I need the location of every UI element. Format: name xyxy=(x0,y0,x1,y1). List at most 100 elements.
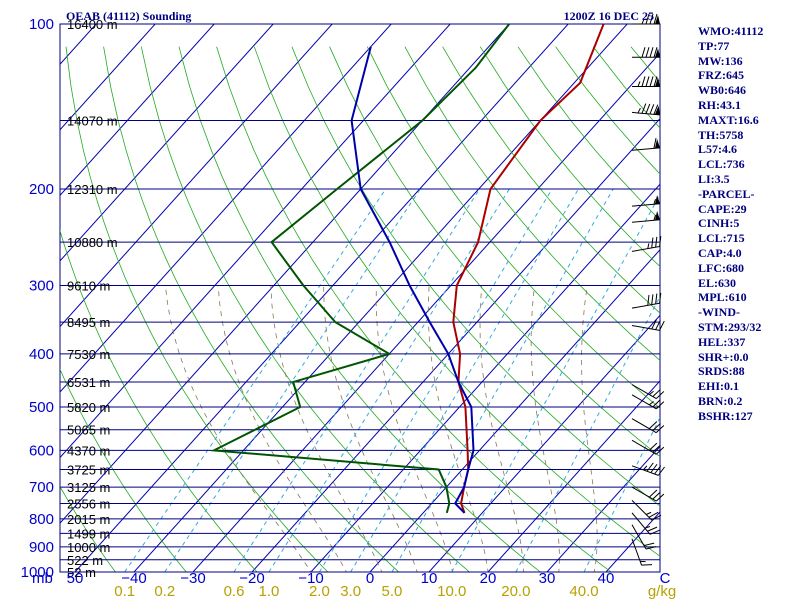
stat-line: SHR+:0.0 xyxy=(698,349,749,364)
dry-adiabat xyxy=(329,46,660,458)
isotherm xyxy=(74,24,569,572)
stat-line: EL:630 xyxy=(698,275,737,290)
stat-line: SRDS:88 xyxy=(698,364,745,379)
moist-adiabat xyxy=(530,285,560,572)
height-label: 5065 m xyxy=(67,423,110,438)
mixing-ratio-line xyxy=(268,188,510,572)
dry-adiabat xyxy=(65,46,329,572)
mixing-ratio-line xyxy=(350,188,579,572)
moist-adiabat xyxy=(164,285,312,572)
dry-adiabat-lines xyxy=(60,46,660,572)
isotherm xyxy=(60,24,215,197)
isotherm xyxy=(60,24,274,262)
wind-barbs xyxy=(631,13,665,566)
stat-line: LI:3.5 xyxy=(698,171,730,186)
stat-line: -WIND- xyxy=(698,305,740,320)
temperature-tick-label: 0 xyxy=(366,570,374,587)
height-label: 9610 m xyxy=(67,278,110,293)
plot-area xyxy=(59,23,661,573)
stat-line: STM:293/32 xyxy=(698,319,762,334)
wind-barb xyxy=(631,194,660,207)
temperature-tick-label: 50 xyxy=(67,570,84,587)
height-label: 3725 m xyxy=(67,462,110,477)
mixing-ratio-label: 3.0 xyxy=(340,583,361,600)
isotherm xyxy=(60,24,392,393)
moist-adiabat xyxy=(217,285,347,572)
stat-line: CINH:5 xyxy=(698,216,740,231)
height-label: 16400 m xyxy=(67,17,118,32)
dry-adiabat xyxy=(140,46,471,572)
height-label: 6531 m xyxy=(67,375,110,390)
pressure-tick-label: 200 xyxy=(29,181,54,198)
mixing-ratio-label: g/kg xyxy=(648,583,676,600)
stat-line: LCL:736 xyxy=(698,157,745,172)
stat-line: -PARCEL- xyxy=(698,186,755,201)
height-label: 2015 m xyxy=(67,512,110,527)
temperature-tick-label: 30 xyxy=(539,570,556,587)
wind-barb xyxy=(631,319,665,331)
wind-barb xyxy=(631,210,660,223)
height-label: 12310 m xyxy=(67,182,118,197)
dry-adiabat xyxy=(60,229,258,572)
stat-line: WB0:646 xyxy=(698,83,746,98)
height-label: 10880 m xyxy=(67,235,118,250)
stat-line: RH:43.1 xyxy=(698,97,741,112)
stats-panel: WMO:41112 TP:77 MW:136 FRZ:645 WB0:646 RH:43.… xyxy=(698,24,798,424)
pressure-tick-label: 300 xyxy=(29,277,54,294)
moist-adiabat xyxy=(581,285,598,572)
pressure-tick-label: 100 xyxy=(29,16,54,33)
mixing-ratio-label: 0.1 xyxy=(114,583,135,600)
pressure-tick-label: 700 xyxy=(29,479,54,496)
isotherm xyxy=(546,445,660,572)
isotherm xyxy=(487,380,660,572)
pressure-tick-label: 800 xyxy=(29,511,54,528)
pressure-tick-label: 500 xyxy=(29,399,54,416)
temperature-tick-label: 10 xyxy=(421,570,438,587)
stat-line: HEL:337 xyxy=(698,334,746,349)
chart-title: OEAB (41112) Sounding xyxy=(66,9,191,23)
wind-barb xyxy=(632,13,660,25)
dry-adiabat xyxy=(103,46,400,572)
stat-line: FRZ:645 xyxy=(698,68,744,83)
wind-barb xyxy=(631,418,665,434)
dry-adiabat xyxy=(291,46,660,507)
isotherm xyxy=(60,24,156,131)
pressure-tick-label: 400 xyxy=(29,346,54,363)
mixing-ratio-label: 0.2 xyxy=(154,583,175,600)
chart-time: 1200Z 16 DEC 25 xyxy=(564,9,654,23)
mixing-ratio-label: 10.0 xyxy=(437,583,466,600)
temperature-tick-label: 40 xyxy=(598,570,615,587)
wind-barb xyxy=(631,462,665,476)
stat-line: L57:4.6 xyxy=(698,142,737,157)
wind-barb xyxy=(631,384,665,400)
wind-barb xyxy=(631,512,660,535)
isotherm xyxy=(60,24,451,459)
sounding-series-2 xyxy=(210,24,510,514)
height-label: 14070 m xyxy=(67,113,118,128)
wind-barb xyxy=(631,538,653,566)
height-label: 3125 m xyxy=(67,480,110,495)
wind-barb xyxy=(631,103,660,116)
moist-adiabat-lines xyxy=(164,285,598,572)
wind-barb xyxy=(631,486,665,502)
temperature-tick-label: 20 xyxy=(480,570,497,587)
mixing-ratio-label: 5.0 xyxy=(382,583,403,600)
dry-adiabat xyxy=(366,46,660,409)
dry-adiabat xyxy=(442,46,660,314)
stat-line: BSHR:127 xyxy=(698,408,753,423)
height-label: 4370 m xyxy=(67,443,110,458)
wind-barb xyxy=(631,439,665,455)
isotherm xyxy=(133,24,628,572)
wind-barb xyxy=(631,292,662,309)
moist-adiabat xyxy=(323,285,418,572)
stat-line: EHI:0.1 xyxy=(698,379,740,394)
dry-adiabat xyxy=(60,368,187,572)
mixing-ratio-label: 0.6 xyxy=(224,583,245,600)
temperature-tick-label: −20 xyxy=(239,570,264,587)
moist-adiabat xyxy=(375,285,454,572)
stat-line: WMO:41112 xyxy=(698,24,764,38)
isotherm xyxy=(428,314,660,572)
sounding-traces xyxy=(210,24,605,514)
